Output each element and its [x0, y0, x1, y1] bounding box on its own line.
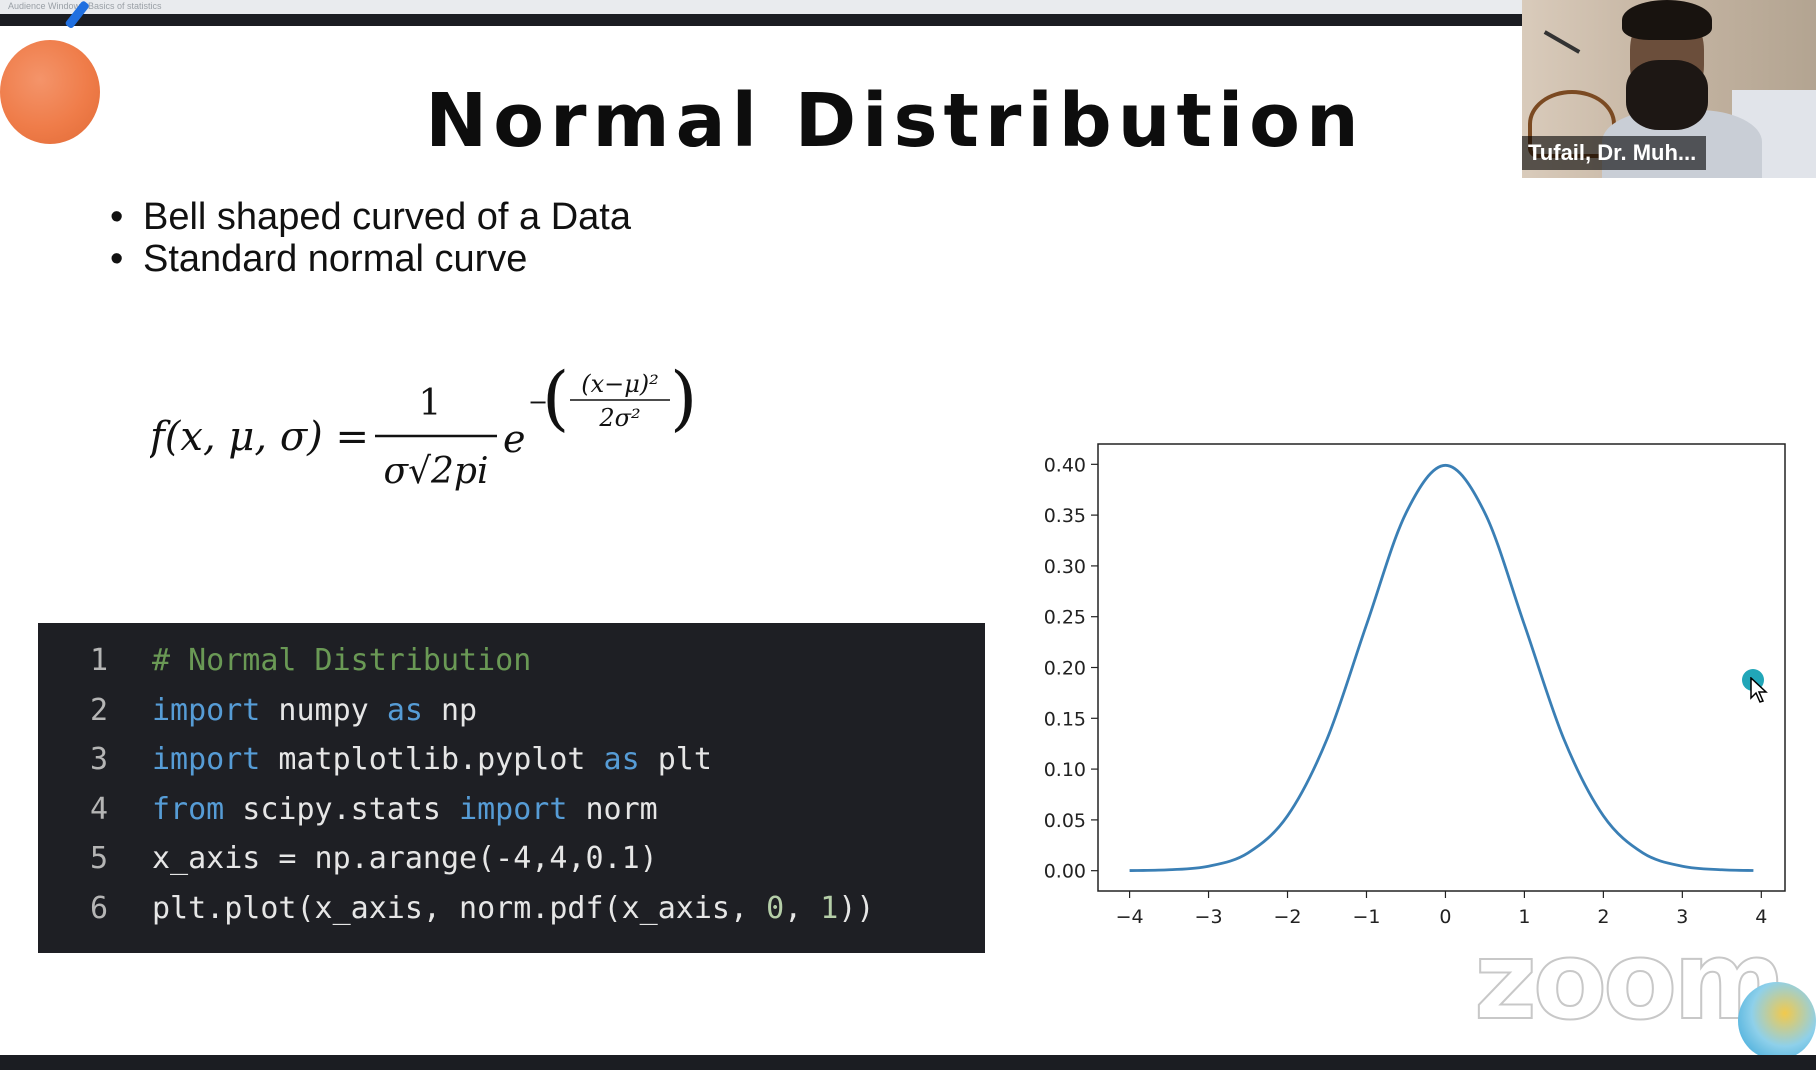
line-number: 2 [90, 692, 109, 728]
code-token: numpy [260, 692, 387, 728]
y-tick-label: 0.10 [1044, 759, 1086, 781]
x-tick-label: 1 [1518, 906, 1530, 928]
x-tick-label: 0 [1439, 906, 1451, 928]
x-tick-label: −3 [1195, 906, 1223, 928]
formula-numerator: 1 [419, 383, 442, 424]
x-tick-label: 3 [1676, 906, 1688, 928]
y-tick-label: 0.25 [1044, 607, 1086, 629]
y-tick-label: 0.35 [1044, 505, 1086, 527]
line-number: 6 [90, 890, 109, 926]
bullet-item: Standard normal curve [110, 238, 631, 280]
code-token: as [386, 692, 423, 728]
code-token: plt.plot(x_axis, norm.pdf(x_axis, [152, 890, 767, 926]
code-block: 1 # Normal Distribution 2 import numpy as n… [38, 623, 985, 953]
y-tick-label: 0.40 [1044, 454, 1086, 476]
y-tick-label: 0.15 [1044, 708, 1086, 730]
formula-denominator: σ√2pi [384, 451, 489, 492]
code-token: as [603, 742, 640, 777]
exponent-denominator: 2σ² [598, 404, 640, 432]
mouse-pointer-icon [1750, 677, 1768, 703]
participant-video[interactable]: Tufail, Dr. Muh... [1522, 0, 1816, 178]
normal-distribution-chart: 0.00 0.05 0.10 0.15 0.20 0.25 0.30 0.35 0.40 −4 −3… [1044, 443, 1786, 928]
code-token: , [784, 890, 821, 926]
y-tick-label: 0.20 [1044, 658, 1086, 680]
code-text: plt.plot(x_axis, norm.pdf(x_axis, 0, 1)) [152, 886, 874, 932]
code-token: import [152, 742, 261, 777]
zoom-watermark: zoom [1473, 919, 1787, 1044]
code-text: # Normal Distribution [152, 638, 531, 684]
code-text: from scipy.stats import norm [152, 787, 658, 833]
line-number: 4 [90, 791, 109, 827]
line-number: 3 [90, 742, 109, 777]
code-line: 3 import matplotlib.pyplot as plt [38, 737, 985, 783]
code-token: import [152, 692, 261, 728]
plot-frame [1097, 443, 1786, 892]
pdf-line [1129, 463, 1754, 872]
top-border [0, 14, 1816, 26]
exponent-open-paren: ( [542, 360, 569, 439]
code-line: 4 from scipy.stats import norm [38, 787, 985, 833]
code-token: import [459, 791, 568, 827]
x-tick-label: 4 [1755, 906, 1767, 928]
code-line: 6 plt.plot(x_axis, norm.pdf(x_axis, 0, 1)… [38, 886, 985, 932]
code-token: 0 [766, 890, 785, 926]
code-token: from [152, 791, 225, 827]
line-number: 1 [90, 643, 109, 678]
x-tick-label: −2 [1274, 906, 1302, 928]
participant-hair [1622, 0, 1712, 40]
code-token: # Normal Distribution [152, 643, 532, 678]
code-line: 1 # Normal Distribution [38, 638, 985, 684]
x-tick-label: −4 [1116, 906, 1144, 928]
code-token: 1 [820, 890, 839, 926]
code-line: 5 x_axis = np.arange(-4,4,0.1) [38, 836, 985, 882]
x-tick-label: 2 [1597, 906, 1609, 928]
bullet-list: Bell shaped curved of a Data Standard no… [110, 196, 631, 280]
formula-lhs: f(x, μ, σ) = [150, 414, 369, 460]
code-text: x_axis = np.arange(-4,4,0.1) [152, 836, 658, 882]
y-tick-label: 0.05 [1044, 810, 1086, 832]
line-number: 5 [90, 841, 109, 876]
exponent-sign: − [528, 388, 548, 416]
code-text: import matplotlib.pyplot as plt [152, 737, 712, 783]
code-line: 2 import numpy as np [38, 688, 985, 734]
participant-beard [1626, 60, 1708, 130]
y-tick-label: 0.30 [1044, 556, 1086, 578]
normal-pdf-formula: f(x, μ, σ) = 1 σ√2pi e − ( (x−μ)² 2σ² ) [150, 360, 697, 492]
decorative-ball [1738, 982, 1816, 1060]
code-text: import numpy as np [152, 688, 477, 734]
participant-name-label: Tufail, Dr. Muh... [1522, 136, 1707, 170]
slide-title: Normal Distribution [425, 78, 1365, 164]
code-token: norm [567, 791, 658, 827]
code-token: scipy.stats [224, 791, 460, 827]
formula-base: e [503, 417, 526, 461]
exponent-close-paren: ) [670, 360, 697, 439]
decorative-orb [0, 40, 100, 144]
code-token: )) [838, 890, 875, 926]
code-token: np [422, 692, 478, 728]
bullet-item: Bell shaped curved of a Data [110, 196, 631, 238]
y-tick-label: 0.00 [1044, 861, 1086, 883]
code-token: matplotlib.pyplot [260, 742, 604, 777]
exponent-numerator: (x−μ)² [581, 370, 659, 398]
code-token: plt [639, 742, 712, 777]
code-token: x_axis = np.arange(-4,4,0.1) [152, 841, 658, 876]
x-tick-label: −1 [1352, 906, 1380, 928]
bottom-border [0, 1055, 1816, 1070]
